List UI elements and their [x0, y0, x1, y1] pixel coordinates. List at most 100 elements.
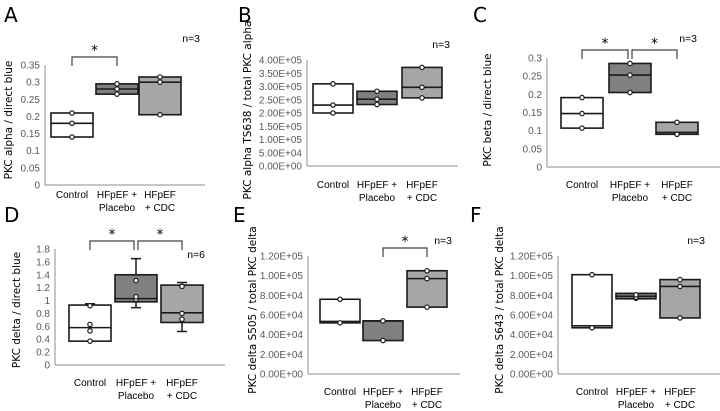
- panel-d-data-point: [179, 283, 185, 290]
- panel-b-y-tick-label: 2.50E+05: [259, 95, 303, 106]
- panel-a-n-label: n=3: [182, 33, 200, 45]
- panel-f-data-point: [589, 324, 595, 331]
- panel-b-x-tick-label: HFpEF +: [357, 180, 397, 191]
- panel-a-data-point: [114, 81, 120, 87]
- panel-b-data-point: [419, 95, 425, 101]
- panel-b-box-control: [312, 83, 354, 114]
- panel-b-letter: B: [238, 3, 252, 27]
- panel-d-significance-bracket: [137, 240, 183, 250]
- panel-b-data-point: [374, 101, 380, 108]
- panel-c-y-tick-label: 0.05: [523, 144, 543, 155]
- panel-e-significance-bracket: [382, 247, 428, 257]
- panel-f-box-control: [571, 273, 613, 329]
- panel-e-significance-star: *: [402, 234, 409, 250]
- panel-e-data-point: [424, 275, 430, 282]
- panel-e-data-point: [380, 318, 386, 324]
- panel-f-data-point: [589, 271, 595, 278]
- panel-f-x-tick-label: HFpEF: [664, 387, 696, 398]
- panel-d-x-tick-label: HFpEF: [166, 378, 198, 389]
- panel-d-significance-star: *: [157, 227, 164, 243]
- panel-a-x-tick-label: Control: [56, 190, 88, 201]
- panel-d-y-tick-label: 1.4: [36, 270, 50, 281]
- panel-f-y-tick-label: 1.20E+05: [510, 252, 554, 263]
- panel-a-x-tick-label: HFpEF +: [97, 190, 137, 201]
- panel-b-data-point: [374, 88, 380, 95]
- panel-e-data-point: [424, 304, 430, 310]
- panel-d-data-point: [87, 328, 93, 334]
- panel-b-y-axis-title: PKC alpha TS638 / total PKC alpha: [242, 21, 254, 200]
- panel-a-y-tick-label: 0.15: [21, 129, 41, 140]
- panel-f-letter: F: [470, 203, 482, 227]
- panel-c-n-label: n=3: [679, 33, 697, 45]
- panel-c-box-hfpef-placebo: [608, 62, 652, 94]
- panel-c-data-point: [627, 89, 633, 96]
- panel-d-y-tick-label: 1.6: [36, 257, 50, 268]
- panel-a-y-tick-label: 0.1: [26, 146, 40, 157]
- panel-b-x-tick-label: Control: [317, 180, 349, 191]
- panel-b-y-tick-label: 4.00E+05: [259, 56, 303, 67]
- panel-f-y-tick-label: 1.00E+05: [510, 271, 554, 282]
- panel-d-y-tick-label: 1: [44, 296, 50, 307]
- panel-c-y-tick-label: 0.25: [523, 72, 543, 83]
- panel-e-x-tick-label: HFpEF: [411, 387, 443, 398]
- panel-e-box-control: [319, 298, 361, 324]
- panel-b-x-tick-label: + CDC: [407, 193, 437, 204]
- panel-c-significance-bracket: [581, 49, 629, 59]
- panel-d-data-point: [87, 321, 93, 328]
- panel-d-data-point: [179, 316, 185, 323]
- panel-a-y-tick-label: 0.3: [26, 78, 40, 89]
- panel-d-y-tick-label: 1.2: [36, 283, 50, 294]
- panel-a-significance-star: *: [91, 43, 98, 59]
- panel-f-x-tick-label: Control: [576, 387, 608, 398]
- panel-a-data-point: [157, 74, 163, 80]
- panel-c-y-tick-label: 0.15: [523, 108, 543, 119]
- panel-c-data-point: [674, 119, 680, 126]
- panel-e-y-tick-label: 1.00E+05: [260, 271, 304, 282]
- panel-b-box-hfpef-cdc: [401, 66, 443, 99]
- panel-f-y-tick-label: 8.00E+04: [510, 291, 554, 302]
- panel-e-y-tick-label: 4.00E+04: [260, 330, 304, 341]
- panel-a-y-tick-label: 0.25: [21, 95, 41, 106]
- panel-a-letter: A: [4, 3, 18, 27]
- panel-e-y-tick-label: 0.00E+00: [260, 370, 304, 381]
- panel-b-y-tick-label: 1.00E+05: [259, 135, 303, 146]
- panel-c-y-tick-label: 0.2: [528, 90, 542, 101]
- panel-a-data-point: [114, 91, 120, 97]
- panel-d-data-point: [87, 302, 93, 309]
- panel-d-y-tick-label: 1.8: [36, 245, 50, 256]
- panel-b-data-point: [330, 102, 336, 108]
- panel-e-n-label: n=3: [434, 235, 452, 247]
- panel-b-data-point: [419, 84, 425, 91]
- panel-b-y-tick-label: 2.00E+05: [259, 109, 303, 120]
- panel-d-y-tick-label: 0.2: [36, 348, 50, 359]
- panel-f-y-tick-label: 2.00E+04: [510, 350, 554, 361]
- panel-a-y-tick-label: 0: [34, 181, 40, 192]
- panel-d-x-tick-label: + CDC: [167, 391, 197, 402]
- panel-e-x-tick-label: Placebo: [365, 400, 402, 411]
- panel-e-data-point: [337, 296, 343, 303]
- panel-c-data-point: [579, 94, 585, 101]
- panel-a-data-point: [69, 110, 75, 116]
- panel-c-y-tick-label: 0: [536, 163, 542, 174]
- panel-e-x-tick-label: + CDC: [412, 400, 442, 411]
- panel-f-x-tick-label: + CDC: [665, 400, 695, 411]
- panel-a-x-tick-label: + CDC: [145, 203, 175, 214]
- panel-c-letter: C: [473, 3, 487, 27]
- panel-b-data-point: [419, 64, 425, 71]
- panel-c-data-point: [579, 110, 585, 117]
- panel-a-data-point: [157, 111, 163, 118]
- panel-d-y-tick-label: 0.4: [36, 335, 50, 346]
- panel-c-data-point: [627, 60, 633, 67]
- panel-b-y-tick-label: 3.50E+05: [259, 69, 303, 80]
- panel-d-data-point: [133, 293, 139, 300]
- panel-c-y-tick-label: 0.1: [528, 126, 542, 137]
- panel-c-x-tick-label: Control: [566, 180, 598, 191]
- panel-d-data-point: [133, 277, 139, 284]
- panel-f-data-point: [677, 283, 683, 290]
- panel-c-data-point: [674, 131, 680, 138]
- panel-d-x-tick-label: Placebo: [118, 391, 155, 402]
- panel-c-y-tick-label: 0.3: [528, 54, 542, 65]
- panel-f-y-tick-label: 6.00E+04: [510, 311, 554, 322]
- panel-a-data-point: [69, 120, 75, 127]
